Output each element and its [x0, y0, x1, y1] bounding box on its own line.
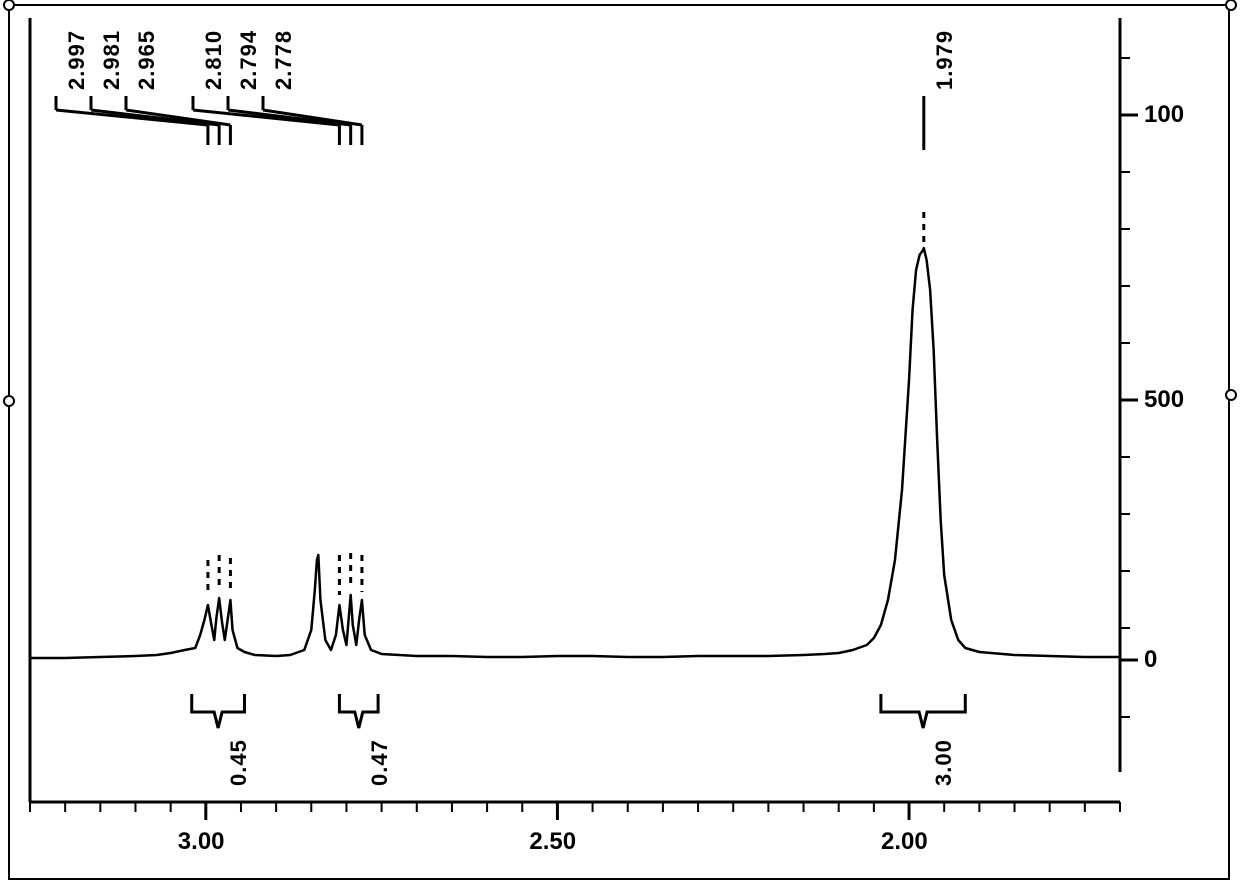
- integration-label: 0.45: [226, 739, 252, 786]
- x-tick-label: 2.50: [529, 828, 576, 856]
- integration-markers: [0, 0, 1240, 884]
- nmr-spectrum-figure: 2.9972.9812.9652.8102.7942.7781.979 0.45…: [0, 0, 1240, 884]
- y-tick-label: 0: [1144, 646, 1157, 674]
- y-tick-label: 100: [1144, 101, 1184, 129]
- integration-label: 0.47: [367, 739, 393, 786]
- y-tick-label: 500: [1144, 386, 1184, 414]
- x-tick-label: 3.00: [178, 828, 225, 856]
- x-tick-label: 2.00: [881, 828, 928, 856]
- integration-label: 3.00: [931, 739, 957, 786]
